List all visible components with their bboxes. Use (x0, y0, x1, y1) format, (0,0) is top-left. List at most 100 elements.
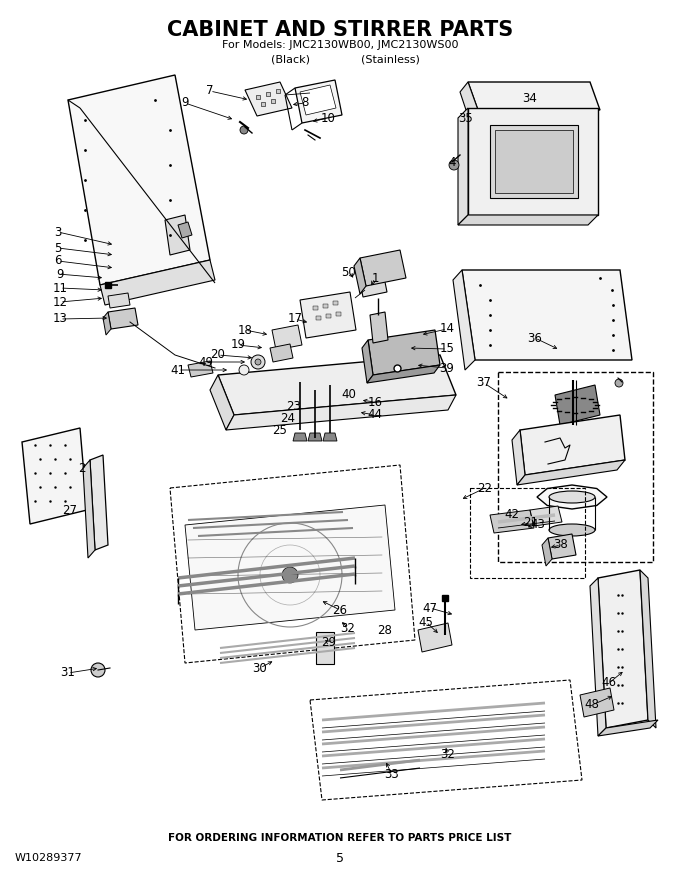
Polygon shape (226, 395, 456, 430)
Text: 8: 8 (301, 97, 309, 109)
Text: 36: 36 (528, 332, 543, 344)
Text: 40: 40 (341, 388, 356, 401)
Text: 25: 25 (273, 423, 288, 436)
Polygon shape (245, 82, 292, 116)
Ellipse shape (549, 491, 595, 503)
Bar (316, 316, 321, 320)
Text: 31: 31 (61, 666, 75, 679)
Polygon shape (323, 433, 337, 441)
Polygon shape (368, 330, 440, 375)
Text: 35: 35 (458, 112, 473, 124)
Polygon shape (358, 267, 387, 297)
Polygon shape (360, 250, 406, 286)
Text: FOR ORDERING INFORMATION REFER TO PARTS PRICE LIST: FOR ORDERING INFORMATION REFER TO PARTS … (169, 833, 511, 843)
Text: 32: 32 (441, 749, 456, 761)
Text: For Models: JMC2130WB00, JMC2130WS00: For Models: JMC2130WB00, JMC2130WS00 (222, 40, 458, 50)
Polygon shape (495, 130, 573, 193)
Text: 16: 16 (367, 395, 382, 408)
Polygon shape (90, 455, 108, 550)
Text: 7: 7 (206, 84, 214, 98)
Circle shape (282, 567, 298, 583)
Bar (470, 488, 585, 578)
Polygon shape (22, 428, 87, 524)
Text: 24: 24 (280, 412, 296, 424)
Circle shape (615, 379, 623, 387)
Circle shape (239, 365, 249, 375)
Polygon shape (418, 623, 452, 652)
Bar (326, 314, 331, 318)
Text: 3: 3 (54, 225, 62, 238)
Text: 14: 14 (439, 322, 454, 335)
Polygon shape (367, 365, 440, 383)
Text: 29: 29 (322, 636, 337, 649)
Polygon shape (530, 506, 562, 526)
Polygon shape (308, 433, 322, 441)
Polygon shape (103, 312, 111, 335)
Polygon shape (295, 80, 342, 123)
Polygon shape (580, 688, 614, 717)
Text: 42: 42 (505, 509, 520, 522)
Polygon shape (453, 270, 475, 370)
Bar (256, 95, 260, 99)
Polygon shape (490, 125, 578, 198)
Text: 5: 5 (336, 852, 344, 864)
Text: (Black): (Black) (271, 55, 309, 65)
Text: 20: 20 (211, 348, 226, 362)
Polygon shape (370, 312, 388, 343)
Bar (316, 632, 334, 664)
Text: 2: 2 (78, 461, 86, 474)
Text: 5: 5 (54, 241, 62, 254)
Text: 27: 27 (63, 503, 78, 517)
Text: 33: 33 (385, 768, 399, 781)
Bar (313, 306, 318, 310)
Text: 13: 13 (52, 312, 67, 326)
Polygon shape (108, 308, 138, 329)
Polygon shape (68, 75, 210, 285)
Polygon shape (598, 720, 658, 736)
Bar (333, 301, 338, 305)
Text: 23: 23 (286, 400, 301, 414)
Polygon shape (293, 433, 307, 441)
Polygon shape (462, 270, 632, 360)
Polygon shape (272, 325, 302, 350)
Text: 11: 11 (52, 282, 67, 295)
Polygon shape (640, 570, 656, 728)
Text: 4: 4 (448, 157, 456, 170)
Polygon shape (460, 82, 478, 122)
Bar (276, 89, 280, 93)
Circle shape (91, 663, 105, 677)
Text: 26: 26 (333, 604, 347, 617)
Text: 50: 50 (341, 266, 356, 278)
Polygon shape (590, 578, 606, 736)
Circle shape (251, 355, 265, 369)
Text: 9: 9 (182, 97, 189, 109)
Text: 41: 41 (171, 363, 186, 377)
Polygon shape (218, 355, 456, 415)
Polygon shape (490, 510, 534, 533)
Polygon shape (270, 344, 293, 362)
Polygon shape (165, 215, 190, 255)
Text: 32: 32 (341, 621, 356, 634)
Text: 34: 34 (522, 92, 537, 105)
Ellipse shape (549, 524, 595, 536)
Polygon shape (520, 415, 625, 475)
Polygon shape (210, 375, 234, 430)
Polygon shape (354, 258, 366, 294)
Text: W10289377: W10289377 (15, 853, 83, 863)
Text: 15: 15 (439, 342, 454, 356)
Text: 17: 17 (288, 312, 303, 326)
Polygon shape (548, 534, 576, 559)
Polygon shape (458, 108, 468, 225)
Text: 28: 28 (377, 624, 392, 636)
Text: 44: 44 (367, 408, 382, 422)
Polygon shape (468, 82, 600, 110)
Text: 47: 47 (422, 602, 437, 614)
Text: 12: 12 (52, 296, 67, 309)
Text: 10: 10 (320, 112, 335, 124)
Bar (498, 372, 653, 562)
Text: 9: 9 (56, 268, 64, 281)
Text: 48: 48 (585, 699, 600, 712)
Polygon shape (300, 292, 356, 338)
Text: 43: 43 (530, 517, 545, 531)
Text: 22: 22 (477, 481, 492, 495)
